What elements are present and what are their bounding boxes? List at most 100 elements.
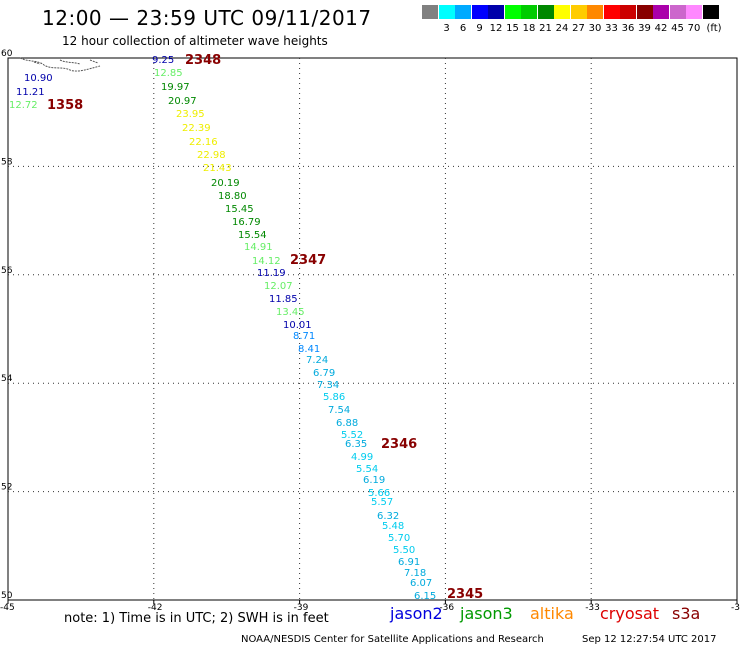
legend-label: 45: [671, 23, 684, 34]
legend-swatch: [488, 5, 504, 19]
wave-height-label: 12.72: [9, 100, 38, 111]
wave-height-label: 5.57: [371, 497, 393, 508]
legend-label: 9: [476, 23, 483, 34]
wave-height-label: 6.15: [414, 591, 436, 602]
legend-label: 33: [605, 23, 618, 34]
legend-label: 6: [459, 23, 467, 34]
legend-label: 24: [555, 23, 569, 34]
wave-height-label: 7.18: [404, 568, 426, 579]
wave-height-label: 18.80: [218, 191, 247, 202]
wave-height-label: 11.85: [269, 294, 298, 305]
wave-height-label: 10.01: [283, 320, 312, 331]
legend-swatch: [438, 5, 455, 19]
lon-tick-label: -39: [294, 603, 309, 613]
legend-label: 30: [588, 23, 602, 34]
wave-height-label: 20.19: [211, 178, 240, 189]
legend-swatch: [702, 5, 719, 19]
legend-swatch: [521, 5, 537, 19]
lat-tick-label: 60: [1, 49, 13, 59]
wave-height-label: 5.66: [368, 488, 390, 499]
legend-swatch: [669, 5, 686, 19]
legend-swatch: [554, 5, 570, 19]
wave-height-label: 6.88: [336, 418, 358, 429]
wave-height-label: 6.79: [313, 368, 335, 379]
satellite-jason3: jason3: [460, 604, 513, 623]
lat-tick-label: 52: [1, 483, 12, 493]
satellite-s3a: s3a: [672, 604, 701, 623]
wave-height-label: 5.70: [388, 533, 410, 544]
map-frame: [7, 57, 738, 601]
lon-tick-label: -33: [585, 603, 600, 613]
wave-height-label: 15.54: [238, 230, 267, 241]
legend-label: 3: [443, 23, 450, 34]
wave-height-label: 14.91: [244, 242, 273, 253]
pass-time-label: 2345: [447, 587, 483, 602]
wave-height-label: 14.12: [252, 256, 281, 267]
pass-time-label: 2348: [185, 53, 221, 68]
legend-label: 27: [572, 23, 585, 34]
legend-swatch: [686, 5, 702, 19]
wave-height-label: 4.99: [351, 452, 373, 463]
wave-height-label: 6.07: [410, 578, 432, 589]
coastline: [19, 57, 101, 72]
lat-tick-label: 56: [1, 266, 13, 276]
legend-swatch: [620, 5, 636, 19]
page-title: 12:00 — 23:59 UTC 09/11/2017: [42, 6, 372, 30]
lon-tick-label: -45: [0, 603, 15, 613]
lon-tick-label: -30: [731, 603, 740, 613]
legend-label: 18: [522, 23, 536, 34]
page-subtitle: 12 hour collection of altimeter wave hei…: [62, 34, 328, 48]
legend-label: 12: [489, 23, 503, 34]
pass-time-label: 1358: [47, 98, 83, 113]
legend-label: 39: [638, 23, 651, 34]
legend-swatch: [603, 5, 620, 19]
wave-height-label: 15.45: [225, 204, 254, 215]
legend-label: 21: [539, 23, 552, 34]
satellite-cryosat: cryosat: [600, 604, 660, 623]
legend-swatch: [570, 5, 587, 19]
legend-swatch: [504, 5, 521, 19]
wave-height-label: 22.39: [182, 123, 211, 134]
legend-swatch: [587, 5, 603, 19]
wave-height-label: 5.52: [341, 430, 363, 441]
wave-height-label: 6.19: [363, 475, 385, 486]
pass-time-label: 2347: [290, 253, 326, 268]
pass-time-label: 2346: [381, 437, 417, 452]
wave-height-label: 8.41: [298, 344, 320, 355]
wave-height-label: 21.43: [203, 163, 232, 174]
wave-height-label: 5.48: [382, 521, 404, 532]
legend-unit: (ft): [706, 23, 722, 34]
legend-swatch: [455, 5, 471, 19]
legend-swatch: [422, 5, 438, 19]
lat-tick-label: 50: [1, 591, 13, 601]
wave-height-label: 16.79: [232, 217, 261, 228]
wave-height-label: 23.95: [176, 109, 205, 120]
wave-height-label: 11.21: [16, 87, 45, 98]
wave-height-label: 10.90: [24, 73, 53, 84]
wave-height-label: 7.24: [306, 355, 328, 366]
legend-swatch: [636, 5, 653, 19]
legend-swatch: [653, 5, 669, 19]
lon-tick-label: -36: [439, 603, 454, 613]
wave-height-label: 6.32: [377, 511, 399, 522]
legend-label: 15: [506, 23, 519, 34]
wave-height-label: 8.71: [293, 331, 315, 342]
wave-height-label: 19.97: [161, 82, 190, 93]
wave-height-label: 12.07: [264, 281, 293, 292]
wave-height-label: 9.25: [152, 55, 174, 66]
lon-tick-label: -42: [148, 603, 163, 613]
wave-height-label: 6.91: [398, 557, 420, 568]
legend-label: 70: [687, 23, 701, 34]
wave-height-label: 5.54: [356, 464, 378, 475]
wave-height-label: 22.98: [197, 150, 226, 161]
wave-height-label: 13.45: [276, 307, 305, 318]
satellite-jason2: jason2: [390, 604, 443, 623]
wave-height-label: 11.19: [257, 268, 286, 279]
wave-height-label: 7.54: [328, 405, 350, 416]
wave-height-label: 22.16: [189, 137, 218, 148]
wave-height-label: 12.85: [154, 68, 183, 79]
wave-height-label: 20.97: [168, 96, 197, 107]
wave-height-label: 6.35: [345, 439, 367, 450]
wave-height-label: 7.34: [317, 380, 339, 391]
lat-tick-label: 54: [1, 374, 13, 384]
